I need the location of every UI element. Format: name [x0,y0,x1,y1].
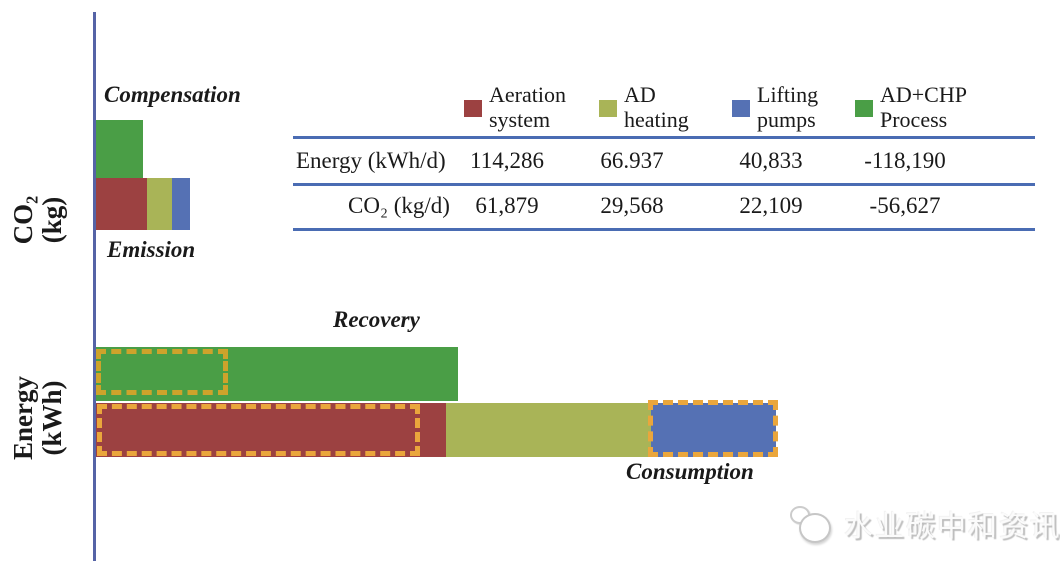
emission-label: Emission [107,237,196,262]
adchp-process-swatch-icon [855,99,873,117]
energy-lifting-pumps-segment [651,403,776,457]
legend-table: Aeration system AD heating Lifting pumps… [293,80,1035,234]
watermark-bubbles-logo-icon [788,503,836,545]
co2-aeration-segment [96,178,147,230]
table-row-energy-label: Energy (kWh/d) [296,148,446,173]
legend-label-lifting-pumps: Lifting pumps [757,82,819,132]
y-axis-line [93,12,96,561]
watermark-text: 水业碳中和资讯 [844,511,1060,543]
lifting-pumps-highlight-dashed-rect [648,400,778,457]
energy-aeration-segment [96,403,446,457]
table-cell-co2-aeration: 61,879 [475,193,539,218]
table-cell-energy-lifting-pumps: 40,833 [739,148,803,173]
aeration-highlight-dashed-rect [97,404,420,456]
table-cell-energy-adchp: -118,190 [864,148,946,173]
table-row-co2-label: CO₂ (kg/d) [348,193,450,218]
lifting-pumps-swatch-icon [732,99,750,117]
table-rule-middle [293,183,1035,186]
co2-axis-label-line2: (kg) [37,196,67,244]
energy-axis-label-line1: Energy [8,376,38,460]
co2-compensation-bar [96,120,143,178]
co2-axis-label: CO₂ (kg) [6,160,70,280]
ad-heating-swatch-icon [599,99,617,117]
table-cell-energy-ad-heating: 66.937 [600,148,664,173]
energy-axis-label-line2: (kWh) [37,380,67,456]
recovery-highlight-dashed-rect [96,349,228,395]
co2-ad-heating-segment [147,178,172,230]
legend-label-ad-heating: AD heating [624,82,689,132]
recovery-label: Recovery [333,307,420,332]
table-rule-bottom [293,228,1035,231]
table-cell-co2-ad-heating: 29,568 [600,193,664,218]
compensation-label: Compensation [104,82,241,107]
watermark: 水业碳中和资讯 [788,503,1060,545]
aeration-system-swatch-icon [464,99,482,117]
co2-lifting-pumps-segment [172,178,190,230]
energy-axis-label: Energy (kWh) [6,358,70,478]
legend-item-aeration-system: Aeration system [464,82,566,132]
energy-consumption-bar [96,403,776,457]
consumption-label: Consumption [626,459,754,484]
table-cell-co2-adchp: -56,627 [869,193,941,218]
table-cell-co2-lifting-pumps: 22,109 [739,193,803,218]
energy-ad-heating-segment [446,403,651,457]
legend-label-adchp-process: AD+CHP Process [880,82,967,132]
table-cell-energy-aeration: 114,286 [470,148,544,173]
table-rule-top [293,136,1035,139]
legend-item-lifting-pumps: Lifting pumps [732,82,818,132]
co2-axis-label-line1: CO₂ [8,195,38,245]
legend-label-aeration-system: Aeration system [489,82,566,132]
co2-emission-bar [96,178,190,230]
legend-item-adchp-process: AD+CHP Process [855,82,967,132]
legend-item-ad-heating: AD heating [599,82,689,132]
